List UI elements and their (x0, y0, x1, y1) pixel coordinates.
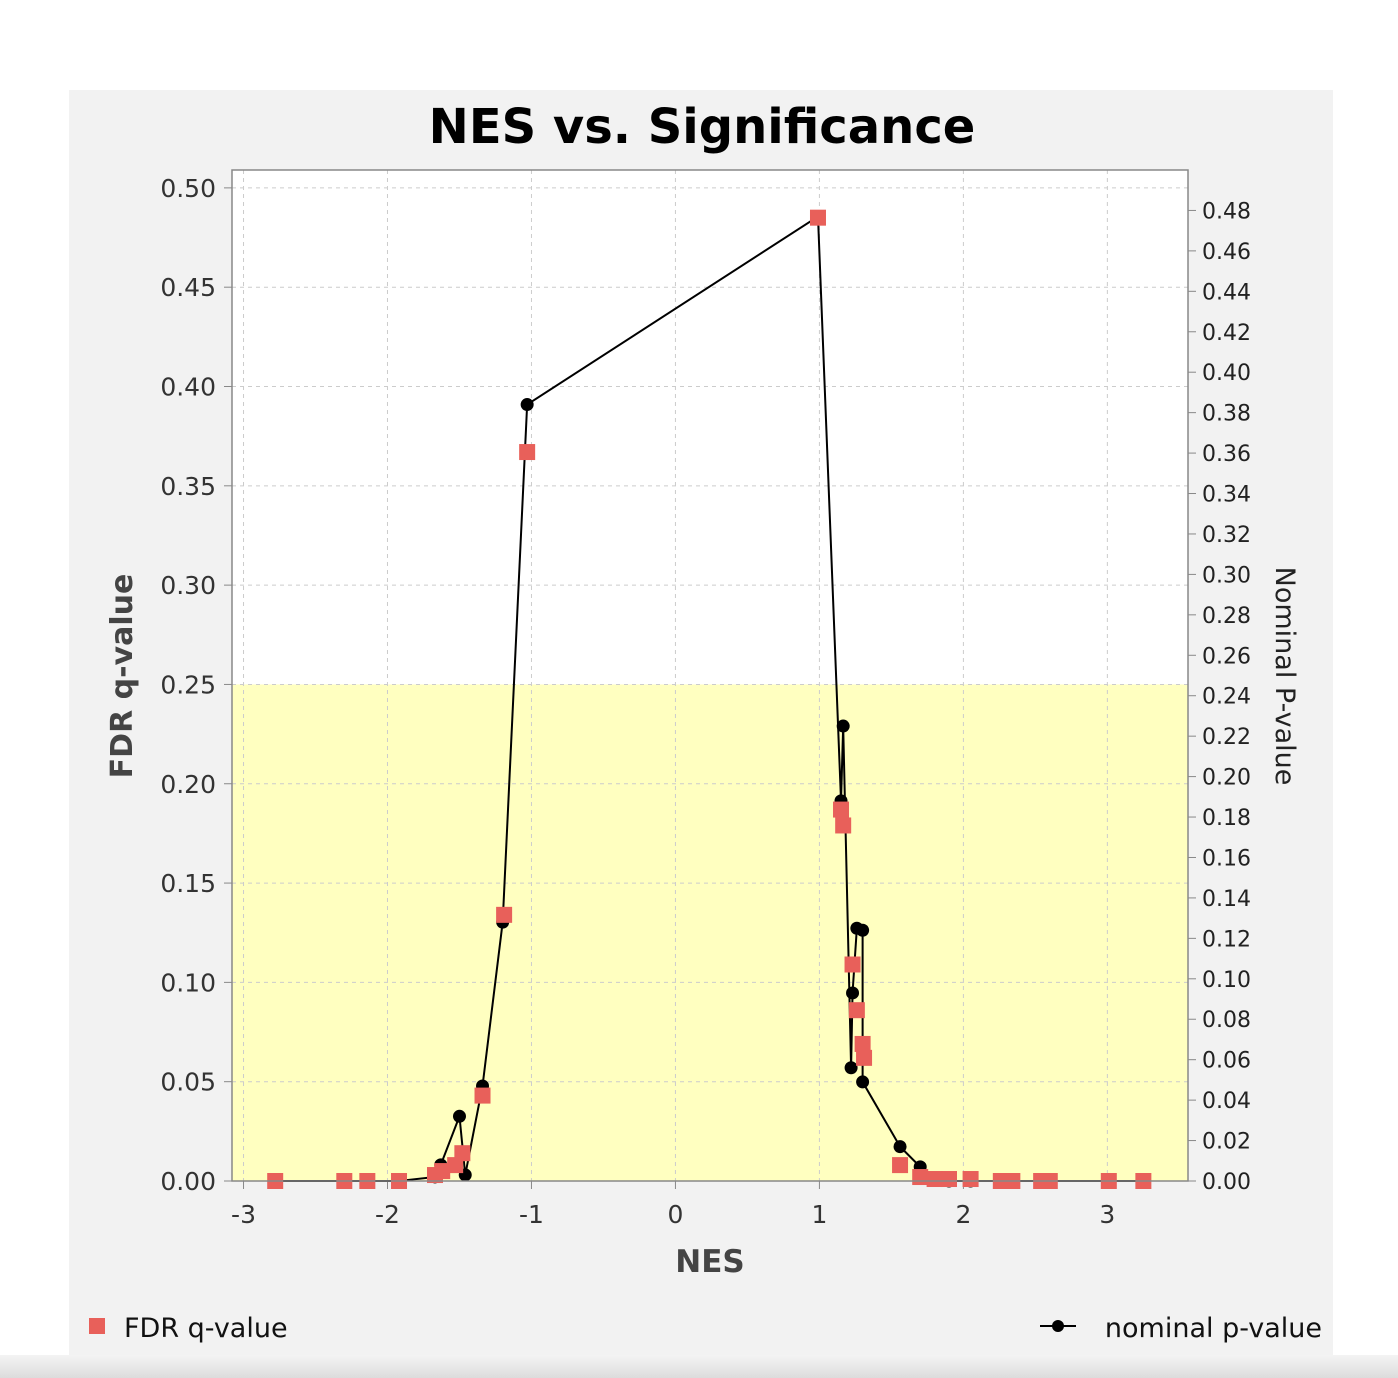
plot-border (231, 169, 1189, 1182)
pvalue-point (856, 1075, 870, 1089)
fdr-point (434, 1163, 451, 1180)
x-tick-label: 2 (955, 1200, 971, 1229)
fdr-point (474, 1087, 491, 1104)
y-right-tick-label: 0.46 (1202, 240, 1251, 265)
grid (232, 170, 1188, 1182)
y-tick-label: 0.10 (160, 968, 216, 997)
y-axis-right-label: Nominal P-value (1269, 567, 1300, 786)
y-right-tick-label: 0.16 (1202, 846, 1251, 871)
fdr-point (941, 1171, 957, 1188)
fdr-point (519, 444, 536, 461)
fdr-point (912, 1169, 929, 1186)
fdr-point (848, 1002, 865, 1019)
fdr-point (496, 906, 513, 923)
y-tick-label: 0.00 (160, 1167, 216, 1196)
fdr-point (854, 1035, 871, 1052)
legend-pvalue-label: nominal p-value (1105, 1313, 1322, 1344)
pvalue-point (452, 1109, 466, 1123)
fdr-point (962, 1171, 979, 1188)
fdr-point (844, 956, 861, 973)
y-right-tick-label: 0.44 (1202, 280, 1251, 305)
y-right-tick-label: 0.28 (1202, 604, 1251, 629)
y-tick-label: 0.50 (160, 174, 216, 203)
x-tick-label: 1 (811, 1200, 827, 1229)
y-right-tick-label: 0.24 (1202, 685, 1251, 710)
y-right-tick-label: 0.20 (1202, 766, 1251, 791)
y-tick-label: 0.25 (160, 670, 216, 699)
y-right-tick-label: 0.40 (1202, 361, 1251, 386)
y-tick-label: 0.30 (160, 571, 216, 600)
x-tick-label: 3 (1099, 1200, 1115, 1229)
y-right-tick-label: 0.04 (1202, 1089, 1251, 1114)
pvalue-point (893, 1140, 907, 1154)
y-tick-label: 0.15 (160, 869, 216, 898)
significance-band (232, 684, 1188, 1181)
y-tick-label: 0.05 (160, 1068, 216, 1097)
y-right-tick-label: 0.34 (1202, 483, 1251, 508)
x-axis-label: NES (675, 1244, 744, 1280)
y-tick-label: 0.45 (160, 273, 216, 302)
pvalue-point (846, 986, 860, 1000)
legend: FDR q-value nominal p-value (89, 1313, 1322, 1344)
fdr-point (892, 1157, 909, 1174)
y-right-tick-label: 0.06 (1202, 1049, 1251, 1074)
y-right-tick-label: 0.38 (1202, 402, 1251, 427)
x-tick-label: -3 (231, 1200, 256, 1229)
x-tick-label: 0 (667, 1200, 683, 1229)
x-tick-label: -1 (519, 1200, 544, 1229)
x-tick-label: -2 (375, 1200, 400, 1229)
fdr-point (454, 1145, 471, 1162)
y-axis-label: FDR q-value (105, 574, 140, 779)
fdr-point (926, 1171, 943, 1188)
y-right-tick-label: 0.14 (1202, 887, 1251, 912)
legend-fdr-label: FDR q-value (124, 1313, 288, 1344)
y-right-tick-label: 0.02 (1202, 1130, 1251, 1155)
fdr-point (833, 801, 850, 818)
y-right-tick-label: 0.10 (1202, 968, 1251, 993)
y-right-tick-label: 0.26 (1202, 644, 1251, 669)
y-right-tick-label: 0.42 (1202, 321, 1251, 346)
legend-fdr-swatch (89, 1318, 105, 1334)
fdr-point (856, 1049, 873, 1066)
y-tick-label: 0.35 (160, 472, 216, 501)
y-right-tick-label: 0.32 (1202, 523, 1251, 548)
y-tick-label: 0.20 (160, 770, 216, 799)
chart-title: NES vs. Significance (429, 99, 976, 155)
y-right-tick-label: 0.12 (1202, 927, 1251, 952)
legend-pvalue-swatch (1052, 1320, 1064, 1332)
pvalue-point (520, 398, 534, 412)
y-right-tick-label: 0.36 (1202, 442, 1251, 467)
y-right-tick-label: 0.18 (1202, 806, 1251, 831)
fdr-point (809, 209, 826, 226)
y-right-tick-label: 0.00 (1202, 1170, 1251, 1195)
y-right-tick-label: 0.30 (1202, 563, 1251, 588)
y-right-tick-label: 0.48 (1202, 199, 1251, 224)
y-tick-label: 0.40 (160, 373, 216, 402)
pvalue-point (844, 1061, 858, 1075)
y-right-tick-label: 0.22 (1202, 725, 1251, 750)
y-right-tick-label: 0.08 (1202, 1008, 1251, 1033)
pvalue-point (856, 923, 870, 937)
fdr-point (835, 817, 852, 834)
pvalue-point (836, 719, 850, 733)
